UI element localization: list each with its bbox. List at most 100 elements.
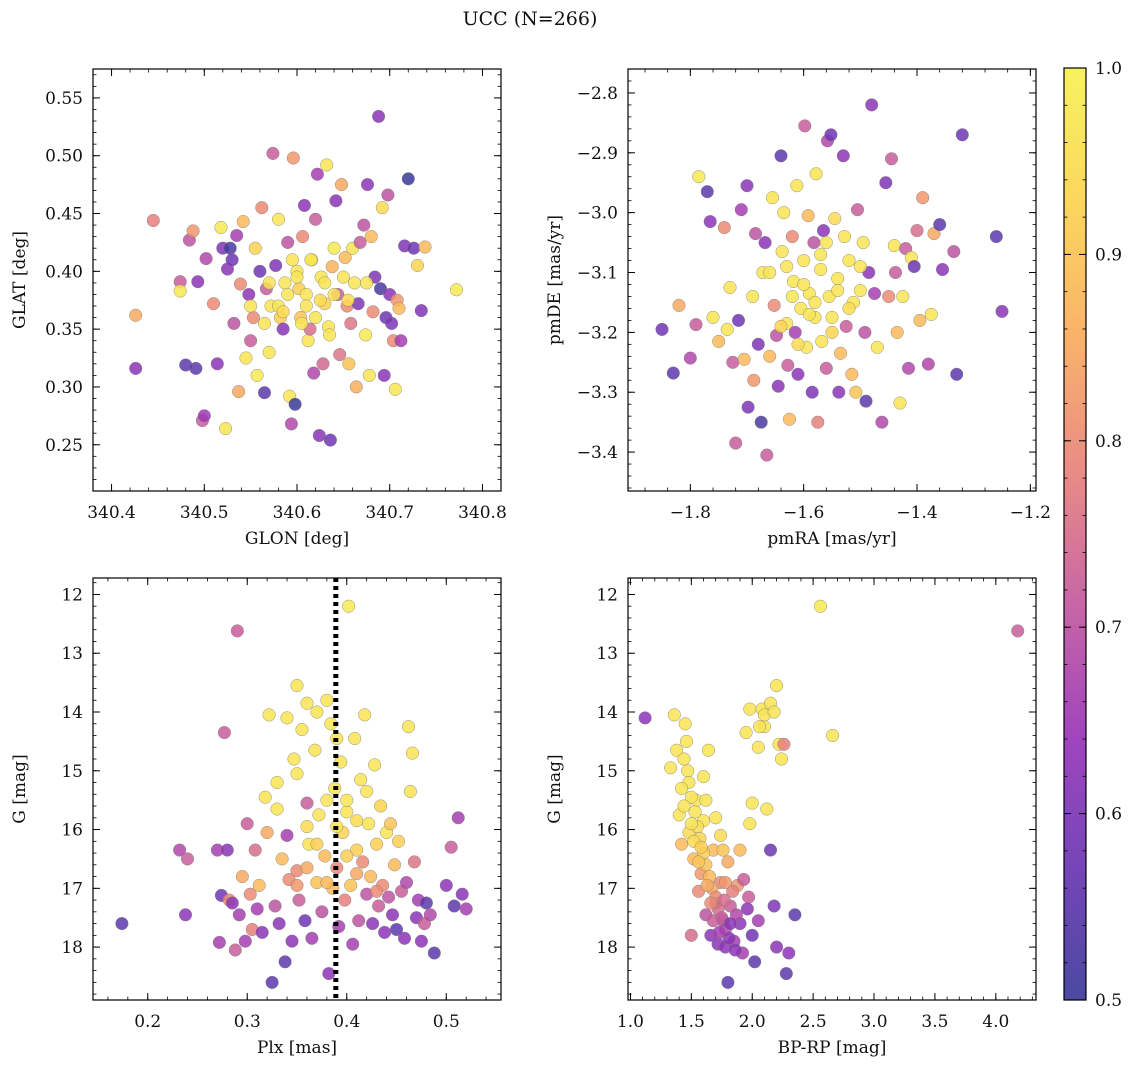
scatter-point <box>770 940 784 954</box>
scatter-point <box>300 696 314 710</box>
scatter-point <box>214 220 228 234</box>
scatter-point <box>896 290 910 304</box>
scatter-point <box>300 861 314 875</box>
scatter-point <box>197 409 211 423</box>
scatter-point <box>737 352 751 366</box>
scatter-point <box>868 287 882 301</box>
panel-plx-g: 0.2 0.3 0.4 0.5 12 13 14 15 16 17 18 Plx [mas] G [ma… <box>10 577 502 1058</box>
scatter-point <box>366 917 380 931</box>
scatter-point <box>814 263 828 277</box>
scatter-point <box>285 253 299 267</box>
scatter-point <box>276 322 290 336</box>
scatter-point <box>831 284 845 298</box>
colorbar-tick-label: 0.8 <box>1095 432 1122 452</box>
scatter-point <box>284 417 298 431</box>
scatter-point <box>320 158 334 172</box>
scatter-point <box>318 849 332 863</box>
scatter-point <box>300 820 314 834</box>
scatter-point <box>824 128 838 142</box>
colorbar-tick-label: 0.5 <box>1095 991 1122 1011</box>
scatter-point <box>309 212 323 226</box>
scatter-point <box>353 235 367 249</box>
y-tick-label: −2.9 <box>577 144 618 164</box>
scatter-point <box>666 366 680 380</box>
scatter-point <box>250 368 264 382</box>
scatter-point <box>340 849 354 863</box>
figure-title: UCC (N=266) <box>462 8 598 30</box>
scatter-point <box>741 400 755 414</box>
scatter-point <box>764 843 778 857</box>
y-tick-label: 13 <box>596 644 618 664</box>
scatter-point <box>655 322 669 336</box>
scatter-points <box>638 599 1025 989</box>
scatter-point <box>767 298 781 312</box>
scatter-point <box>368 758 382 772</box>
y-tick-label: 0.35 <box>45 320 83 340</box>
scatter-point <box>362 368 376 382</box>
scatter-point <box>774 149 788 163</box>
scatter-point <box>260 826 274 840</box>
scatter-point <box>697 770 711 784</box>
scatter-point <box>819 361 833 375</box>
scatter-point <box>737 873 751 887</box>
scatter-point <box>372 899 386 913</box>
scatter-point <box>813 599 827 613</box>
y-tick-label: 18 <box>596 938 618 958</box>
axis-ticks: 340.4 340.5 340.6 340.7 340.8 0.25 0.30 0.35 0.4… <box>45 69 507 523</box>
scatter-point <box>325 260 339 274</box>
x-axis-label: GLON [deg] <box>245 529 349 549</box>
scatter-point <box>240 817 254 831</box>
scatter-point <box>726 884 740 898</box>
scatter-point <box>788 325 802 339</box>
scatter-point <box>299 299 313 313</box>
scatter-point <box>733 843 747 857</box>
y-axis-label: pmDE [mas/yr] <box>545 215 565 345</box>
x-tick-label: 0.3 <box>234 1012 261 1032</box>
scatter-point <box>220 843 234 857</box>
scatter-point <box>798 119 812 133</box>
y-axis-label: GLAT [deg] <box>10 231 30 329</box>
scatter-point <box>688 805 702 819</box>
scatter-point <box>849 385 863 399</box>
x-tick-label: 2.5 <box>800 1012 827 1032</box>
scatter-point <box>173 843 187 857</box>
scatter-point <box>870 340 884 354</box>
scatter-point <box>262 708 276 722</box>
scatter-point <box>807 236 821 250</box>
scatter-point <box>212 935 226 949</box>
scatter-point <box>189 361 203 375</box>
x-tick-label: 340.4 <box>87 503 136 523</box>
scatter-point <box>388 382 402 396</box>
scatter-point <box>250 902 264 916</box>
scatter-point <box>664 761 678 775</box>
scatter-point <box>180 852 194 866</box>
scatter-point <box>839 319 853 333</box>
scatter-point <box>297 198 311 212</box>
scatter-point <box>298 914 312 928</box>
scatter-point <box>721 975 735 989</box>
scatter-point <box>392 301 406 315</box>
scatter-point <box>230 228 244 242</box>
scatter-point <box>748 955 762 969</box>
scatter-point <box>780 260 794 274</box>
scatter-point <box>223 241 237 255</box>
scatter-point <box>255 925 269 939</box>
scatter-point <box>706 914 720 928</box>
scatter-point <box>675 781 689 795</box>
scatter-point <box>394 334 408 348</box>
x-tick-label: −1.6 <box>783 503 824 523</box>
scatter-point <box>910 224 924 238</box>
scatter-point <box>270 776 284 790</box>
scatter-point <box>253 264 267 278</box>
x-tick-label: −1.4 <box>896 503 937 523</box>
scatter-point <box>947 245 961 259</box>
scatter-point <box>779 967 793 981</box>
scatter-point <box>933 218 947 232</box>
scatter-point <box>236 215 250 229</box>
scatter-point <box>299 288 313 302</box>
scatter-point <box>146 213 160 227</box>
scatter-point <box>667 708 681 722</box>
scatter-point <box>832 385 846 399</box>
scatter-point <box>882 290 896 304</box>
